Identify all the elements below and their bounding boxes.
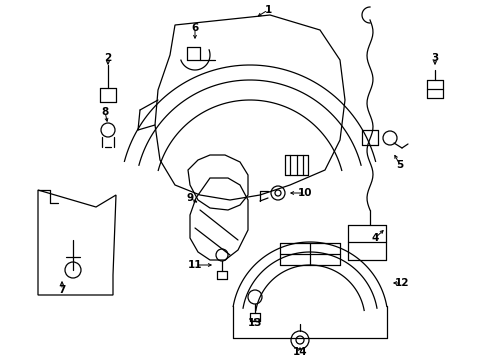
Text: 9: 9 — [186, 193, 193, 203]
Text: 2: 2 — [104, 53, 111, 63]
Text: 6: 6 — [191, 23, 198, 33]
Text: 10: 10 — [297, 188, 312, 198]
Text: 3: 3 — [430, 53, 438, 63]
Text: 13: 13 — [247, 318, 262, 328]
Text: 8: 8 — [101, 107, 108, 117]
Text: 4: 4 — [370, 233, 378, 243]
Text: 12: 12 — [394, 278, 408, 288]
Text: 14: 14 — [292, 347, 306, 357]
Text: 11: 11 — [187, 260, 202, 270]
Text: 7: 7 — [58, 285, 65, 295]
Text: 1: 1 — [264, 5, 271, 15]
Text: 5: 5 — [396, 160, 403, 170]
